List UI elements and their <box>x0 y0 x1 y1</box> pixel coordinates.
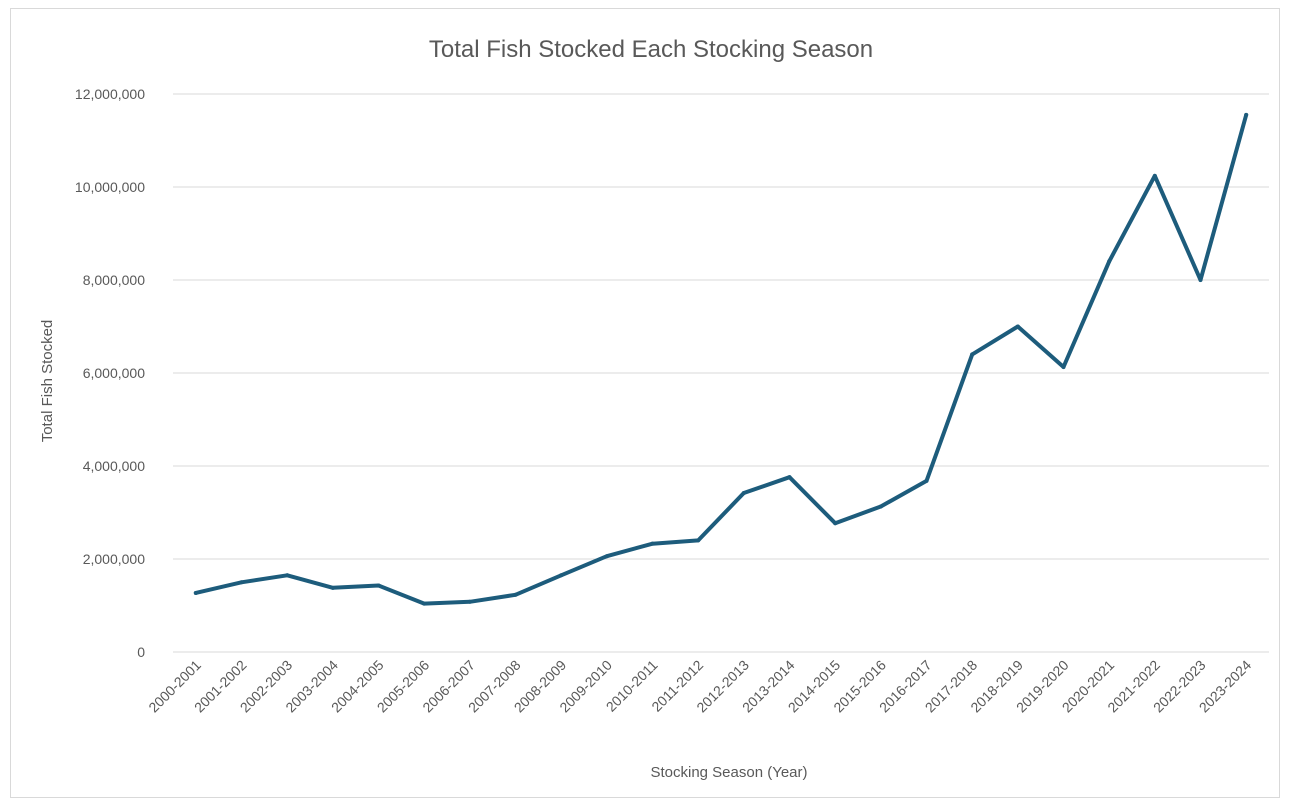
y-tick-label: 0 <box>137 644 145 660</box>
gridlines <box>173 93 1269 653</box>
data-point <box>924 478 929 483</box>
data-point <box>878 504 883 509</box>
y-axis-ticks: 0 2,000,000 4,000,000 6,000,000 8,000,000 10,… <box>75 86 145 660</box>
data-point <box>330 585 335 590</box>
data-point <box>833 521 838 526</box>
y-tick-label: 6,000,000 <box>83 365 145 381</box>
data-point <box>1107 259 1112 264</box>
data-point <box>696 538 701 543</box>
y-tick-label: 12,000,000 <box>75 86 145 102</box>
data-point <box>650 541 655 546</box>
data-point <box>787 475 792 480</box>
data-point <box>1152 173 1157 178</box>
data-point <box>1198 278 1203 282</box>
data-point <box>1244 112 1249 117</box>
y-tick-label: 4,000,000 <box>83 458 145 474</box>
data-point <box>513 592 518 597</box>
data-point <box>741 490 746 495</box>
data-point <box>467 599 472 604</box>
data-point <box>1015 324 1020 329</box>
series-layer <box>193 112 1249 606</box>
data-point <box>559 573 564 578</box>
line-chart: Total Fish Stocked Each Stocking Season … <box>39 36 1269 781</box>
data-point <box>239 580 244 585</box>
data-point <box>1061 364 1066 369</box>
data-point <box>376 583 381 588</box>
data-point <box>193 590 198 595</box>
y-axis-label: Total Fish Stocked <box>39 320 56 443</box>
y-tick-label: 8,000,000 <box>83 272 145 288</box>
data-point <box>970 352 975 357</box>
data-point <box>422 601 427 606</box>
x-axis-label: Stocking Season (Year) <box>650 764 807 781</box>
x-axis-ticks: 2000-20012001-20022002-20032003-20042004… <box>145 657 1254 716</box>
chart-title: Total Fish Stocked Each Stocking Season <box>429 36 873 63</box>
y-tick-label: 10,000,000 <box>75 179 145 195</box>
chart-container: Total Fish Stocked Each Stocking Season … <box>10 8 1280 798</box>
series-line <box>193 112 1249 606</box>
data-point <box>285 573 290 578</box>
y-tick-label: 2,000,000 <box>83 551 145 567</box>
data-point <box>604 554 609 559</box>
